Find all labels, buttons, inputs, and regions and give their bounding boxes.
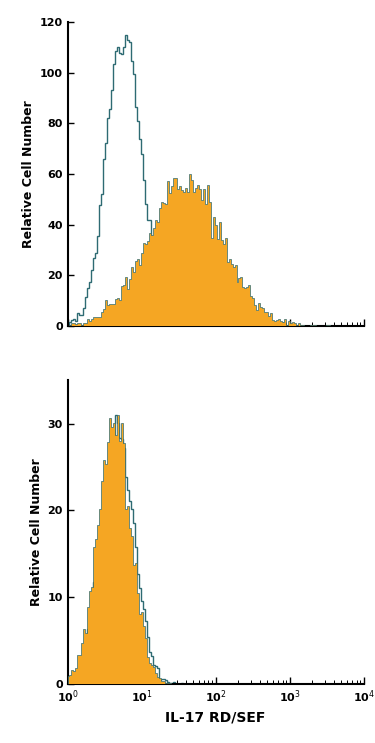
Y-axis label: Relative Cell Number: Relative Cell Number	[22, 100, 35, 248]
Y-axis label: Relative Cell Number: Relative Cell Number	[30, 458, 43, 606]
X-axis label: IL-17 RD/SEF: IL-17 RD/SEF	[165, 710, 266, 724]
